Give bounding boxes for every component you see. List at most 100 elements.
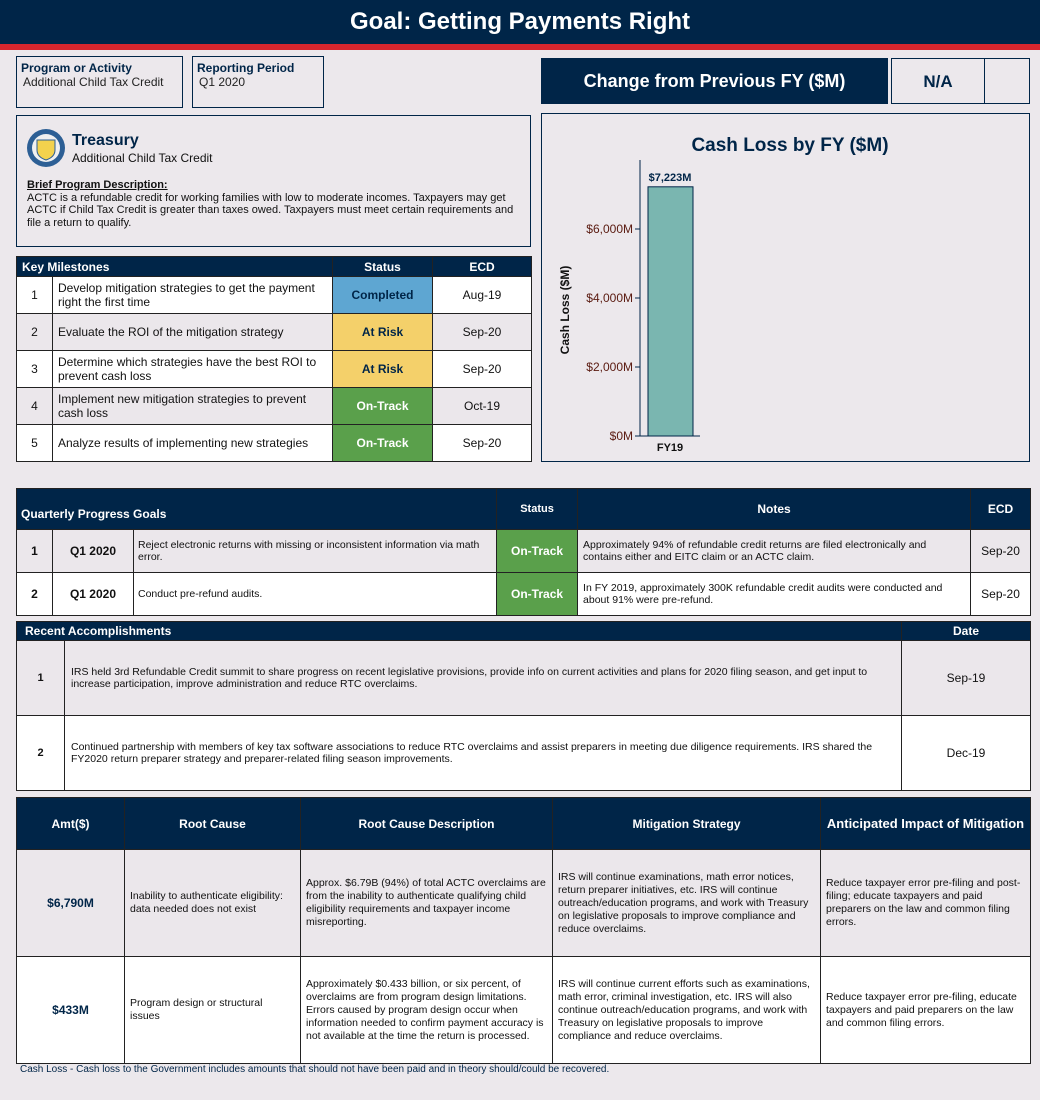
accomplishment-number: 2 <box>16 715 65 791</box>
cash-loss-chart: Cash Loss by FY ($M) $0M $2,000M $4,000M $6,… <box>558 135 889 454</box>
root-cause-row: $433M Program design or structural issues… <box>16 956 1031 1064</box>
milestone-number: 2 <box>16 313 53 351</box>
page-title: Goal: Getting Payments Right <box>0 0 1040 44</box>
period-box: Reporting Period Q1 2020 <box>192 56 324 108</box>
root-cause-desc: Approx. $6.79B (94%) of total ACTC overc… <box>300 849 553 957</box>
status-badge: At Risk <box>332 313 433 351</box>
milestones-table: Key Milestones Status ECD 1 Develop mitigat… <box>16 256 532 462</box>
milestone-description: Analyze results of implementing new stra… <box>52 424 333 462</box>
status-header: Status <box>332 256 433 277</box>
status-badge: At Risk <box>332 350 433 388</box>
program-box: Program or Activity Additional Child Tax… <box>16 56 183 108</box>
goal-notes: In FY 2019, approximately 300K refundabl… <box>577 572 972 616</box>
quarterly-table: Quarterly Progress Goals Status Notes ECD 1… <box>15 488 1032 616</box>
chart-title: Cash Loss by FY ($M) <box>691 135 888 156</box>
accomplishment-number: 1 <box>16 640 65 716</box>
agency-box: Treasury Additional Child Tax Credit Bri… <box>16 115 531 247</box>
date-header: Date <box>901 621 1032 641</box>
milestone-number: 4 <box>16 387 53 425</box>
milestones-header: Key Milestones <box>16 256 333 277</box>
change-value: N/A <box>891 58 985 104</box>
status-badge: On-Track <box>332 424 433 462</box>
period-value: Q1 2020 <box>199 75 246 89</box>
milestone-description: Implement new mitigation strategies to p… <box>52 387 333 425</box>
treasury-seal-icon <box>27 129 65 167</box>
accomplishment-date: Dec-19 <box>901 715 1032 791</box>
accomplishment-row: 1 IRS held 3rd Refundable Credit summit t… <box>16 640 1032 716</box>
quarterly-row: 2 Q1 2020 Conduct pre-refund audits. On-Tra… <box>16 572 1032 616</box>
status-badge: Completed <box>332 276 433 314</box>
footnote: Cash Loss - Cash loss to the Government … <box>20 1064 610 1075</box>
data-label: $7,223M <box>649 172 692 184</box>
root-cause-header: Root Cause Description <box>300 797 553 850</box>
status-badge: On-Track <box>496 529 579 573</box>
accomplishment-text: IRS held 3rd Refundable Credit summit to… <box>63 640 903 716</box>
root-cause-impact: Reduce taxpayer error pre-filing, educat… <box>820 956 1031 1064</box>
accomplishment-text: Continued partnership with members of ke… <box>63 715 903 791</box>
status-badge: On-Track <box>496 572 579 616</box>
root-cause-strategy: IRS will continue current efforts such a… <box>552 956 821 1064</box>
change-label: Change from Previous FY ($M) <box>541 58 888 104</box>
description-text: ACTC is a refundable credit for working … <box>27 191 514 229</box>
goal-ecd: Sep-20 <box>970 529 1032 573</box>
ecd-header: ECD <box>432 256 532 277</box>
description-label: Brief Program Description: <box>27 179 168 191</box>
root-cause-header: Anticipated Impact of Mitigation <box>820 797 1031 850</box>
milestone-description: Evaluate the ROI of the mitigation strat… <box>52 313 333 351</box>
goal-ecd: Sep-20 <box>970 572 1032 616</box>
header-stripe <box>0 44 1040 50</box>
accomplishment-date: Sep-19 <box>901 640 1032 716</box>
milestone-ecd: Sep-20 <box>432 313 532 351</box>
program-value: Additional Child Tax Credit <box>23 75 164 89</box>
y-tick-label: $6,000M <box>586 222 633 236</box>
goal-text: Conduct pre-refund audits. <box>132 572 498 616</box>
status-badge: On-Track <box>332 387 433 425</box>
milestone-number: 5 <box>16 424 53 462</box>
milestone-description: Determine which strategies have the best… <box>52 350 333 388</box>
root-cause-header: Mitigation Strategy <box>552 797 821 850</box>
goal-quarter: Q1 2020 <box>52 572 134 616</box>
root-cause-header: Amt($) <box>16 797 125 850</box>
accomplishments-header: Recent Accomplishments <box>15 621 903 641</box>
bar-FY19 <box>647 186 694 437</box>
root-cause-header: Root Cause <box>124 797 301 850</box>
root-cause-table: Amt($) Root Cause Root Cause Description Mi… <box>16 797 1031 1064</box>
x-tick-label: FY19 <box>657 442 683 454</box>
program-label: Program or Activity <box>21 61 132 75</box>
change-empty-cell <box>984 58 1030 104</box>
milestone-number: 3 <box>16 350 53 388</box>
q-ecd-header: ECD <box>970 488 1032 530</box>
quarterly-header: Quarterly Progress Goals <box>15 488 498 530</box>
goal-number: 2 <box>16 572 53 616</box>
milestone-ecd: Sep-20 <box>432 424 532 462</box>
milestone-row: 1 Develop mitigation strategies to get th… <box>16 276 532 314</box>
agency-program: Additional Child Tax Credit <box>72 151 213 165</box>
milestone-row: 2 Evaluate the ROI of the mitigation stra… <box>16 313 532 351</box>
notes-header: Notes <box>577 488 972 530</box>
y-tick-label: $0M <box>610 429 633 443</box>
amount: $6,790M <box>16 849 125 957</box>
milestone-description: Develop mitigation strategies to get the… <box>52 276 333 314</box>
milestone-ecd: Sep-20 <box>432 350 532 388</box>
accomplishment-row: 2 Continued partnership with members of k… <box>16 715 1032 791</box>
goal-quarter: Q1 2020 <box>52 529 134 573</box>
amount: $433M <box>16 956 125 1064</box>
root-cause-desc: Approximately $0.433 billion, or six per… <box>300 956 553 1064</box>
root-cause-impact: Reduce taxpayer error pre-filing and pos… <box>820 849 1031 957</box>
root-cause-cause: Program design or structural issues <box>124 956 301 1064</box>
period-label: Reporting Period <box>197 61 295 75</box>
chart-box: Cash Loss by FY ($M) $0M $2,000M $4,000M $6,… <box>541 113 1030 462</box>
quarterly-row: 1 Q1 2020 Reject electronic returns with m… <box>16 529 1032 573</box>
milestone-row: 4 Implement new mitigation strategies to … <box>16 387 532 425</box>
root-cause-cause: Inability to authenticate eligibility: d… <box>124 849 301 957</box>
goal-notes: Approximately 94% of refundable credit r… <box>577 529 972 573</box>
root-cause-strategy: IRS will continue examinations, math err… <box>552 849 821 957</box>
milestone-row: 5 Analyze results of implementing new str… <box>16 424 532 462</box>
q-status-header: Status <box>496 488 579 530</box>
goal-number: 1 <box>16 529 53 573</box>
milestone-ecd: Aug-19 <box>432 276 532 314</box>
milestone-number: 1 <box>16 276 53 314</box>
y-tick-label: $2,000M <box>586 360 633 374</box>
root-cause-row: $6,790M Inability to authenticate eligibi… <box>16 849 1031 957</box>
goal-text: Reject electronic returns with missing o… <box>132 529 498 573</box>
